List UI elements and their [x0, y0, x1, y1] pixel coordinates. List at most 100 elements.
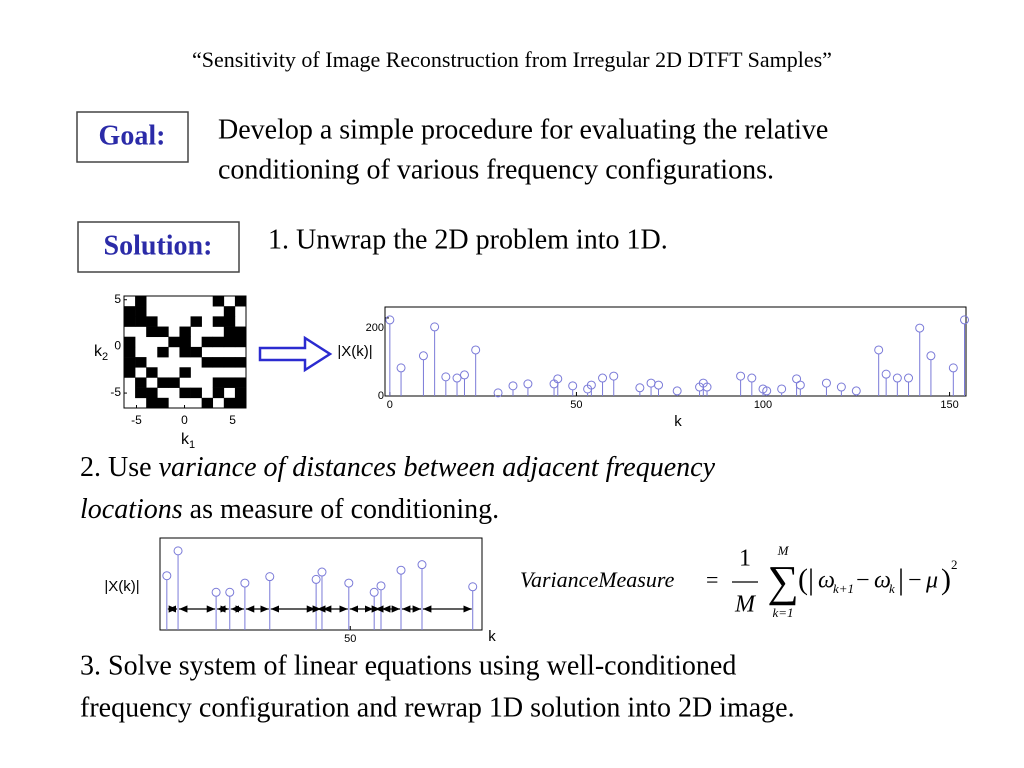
stem-head [430, 322, 440, 332]
formula-part: − [908, 568, 922, 594]
solution-box [77, 221, 240, 273]
stem-head [441, 372, 451, 382]
formula-den: M [734, 592, 757, 618]
text-span: 2. Use [80, 452, 159, 483]
image-cell [124, 306, 136, 317]
text-line: locations as measure of conditioning. [80, 494, 499, 525]
image-cell [135, 357, 147, 368]
formula-part: μ [925, 568, 938, 594]
arrow [258, 335, 333, 373]
stem-head [609, 371, 619, 381]
formula-part: | [898, 563, 904, 596]
x-axis-label: k [488, 628, 496, 645]
formula-part: ) [941, 563, 951, 596]
stem-head [344, 578, 354, 588]
image-cell [135, 306, 147, 317]
x-tick-label: -5 [131, 413, 142, 427]
step3: 3. Solve system of linear equations usin… [80, 650, 795, 723]
image-cell [190, 387, 202, 399]
image-cell [212, 336, 225, 348]
formula-sum-bottom: k=1 [772, 605, 793, 620]
image-cell [234, 357, 247, 368]
formula-part: k+1 [833, 581, 854, 596]
image-cell [157, 377, 169, 388]
stem-head [508, 381, 518, 391]
image-cell [135, 316, 147, 327]
image-cell [179, 346, 191, 358]
image-cell [234, 377, 247, 388]
stem-head [523, 379, 533, 389]
y-axis-label: |X(k)| [104, 578, 139, 595]
text-line: 2. Use variance of distances between adj… [80, 452, 716, 483]
axis-label: k1 [181, 431, 195, 451]
image-cell [124, 346, 136, 358]
stem-head [736, 371, 746, 381]
plot-frame [159, 537, 483, 631]
formula-part: k [889, 581, 895, 596]
image-cell [179, 367, 191, 378]
stem-head [821, 378, 831, 388]
image-cell [124, 367, 136, 378]
stem-head [960, 315, 970, 325]
stem-head [851, 386, 861, 396]
step-text: 1. Unwrap the 2D problem into 1D. [268, 224, 668, 255]
y-tick-label: 0 [378, 390, 384, 402]
stem-head [777, 384, 787, 394]
image-cell [234, 296, 247, 307]
axis-label-base: k [181, 431, 190, 448]
image-cell [223, 357, 236, 368]
formula-num: 1 [739, 546, 751, 572]
x-tick-label: 0 [181, 413, 188, 427]
image-cell [223, 336, 236, 348]
goal-text: conditioning of various frequency config… [218, 154, 774, 185]
axis-label: k2 [94, 343, 108, 363]
image-cell [201, 397, 214, 409]
stem-head [317, 567, 327, 577]
x-tick-label: 150 [940, 399, 958, 411]
formula-part: ( [798, 563, 808, 596]
formula-sum-top: M [777, 543, 790, 558]
image-cell [179, 387, 191, 399]
x-tick-label: 50 [344, 633, 356, 645]
text-span: variance of distances between adjacent f… [159, 452, 716, 483]
image-cell [146, 387, 158, 399]
image-cell [190, 316, 202, 327]
stem-head [265, 572, 275, 582]
image-cell [234, 387, 247, 399]
stem-head [376, 581, 386, 591]
image-cell [146, 397, 158, 409]
stem-head [162, 571, 172, 581]
image-cell [234, 326, 247, 338]
image-cell [223, 326, 236, 338]
image-cell [135, 387, 147, 399]
y-tick-label: -5 [110, 385, 121, 399]
goal-label: Goal: [99, 120, 166, 151]
text-line: frequency configuration and rewrap 1D so… [80, 692, 795, 723]
stem-head [892, 373, 902, 383]
image-cell [234, 336, 247, 348]
formula-part: ω [874, 568, 891, 594]
axis-label-base: k [94, 343, 103, 360]
stem-head [568, 381, 578, 391]
formula-sum: ∑ [767, 557, 798, 606]
stem-head [225, 587, 235, 597]
image-cell [212, 316, 225, 327]
image-cell [223, 306, 236, 317]
stem-head [553, 374, 563, 384]
step2: 2. Use variance of distances between adj… [80, 452, 716, 525]
goal-box [76, 111, 189, 163]
stem-head [369, 587, 379, 597]
formula-part: | [808, 563, 814, 596]
stem-head [762, 386, 772, 396]
stem-head [471, 345, 481, 355]
axis-label-sub: 1 [189, 439, 195, 451]
image-cell [124, 336, 136, 348]
image-cell [135, 296, 147, 307]
stem-head [795, 380, 805, 390]
image-cell [157, 326, 169, 338]
stem-head [385, 315, 395, 325]
image-cell [190, 346, 202, 358]
text-span: as measure of conditioning. [183, 494, 499, 525]
stem-head [586, 380, 596, 390]
